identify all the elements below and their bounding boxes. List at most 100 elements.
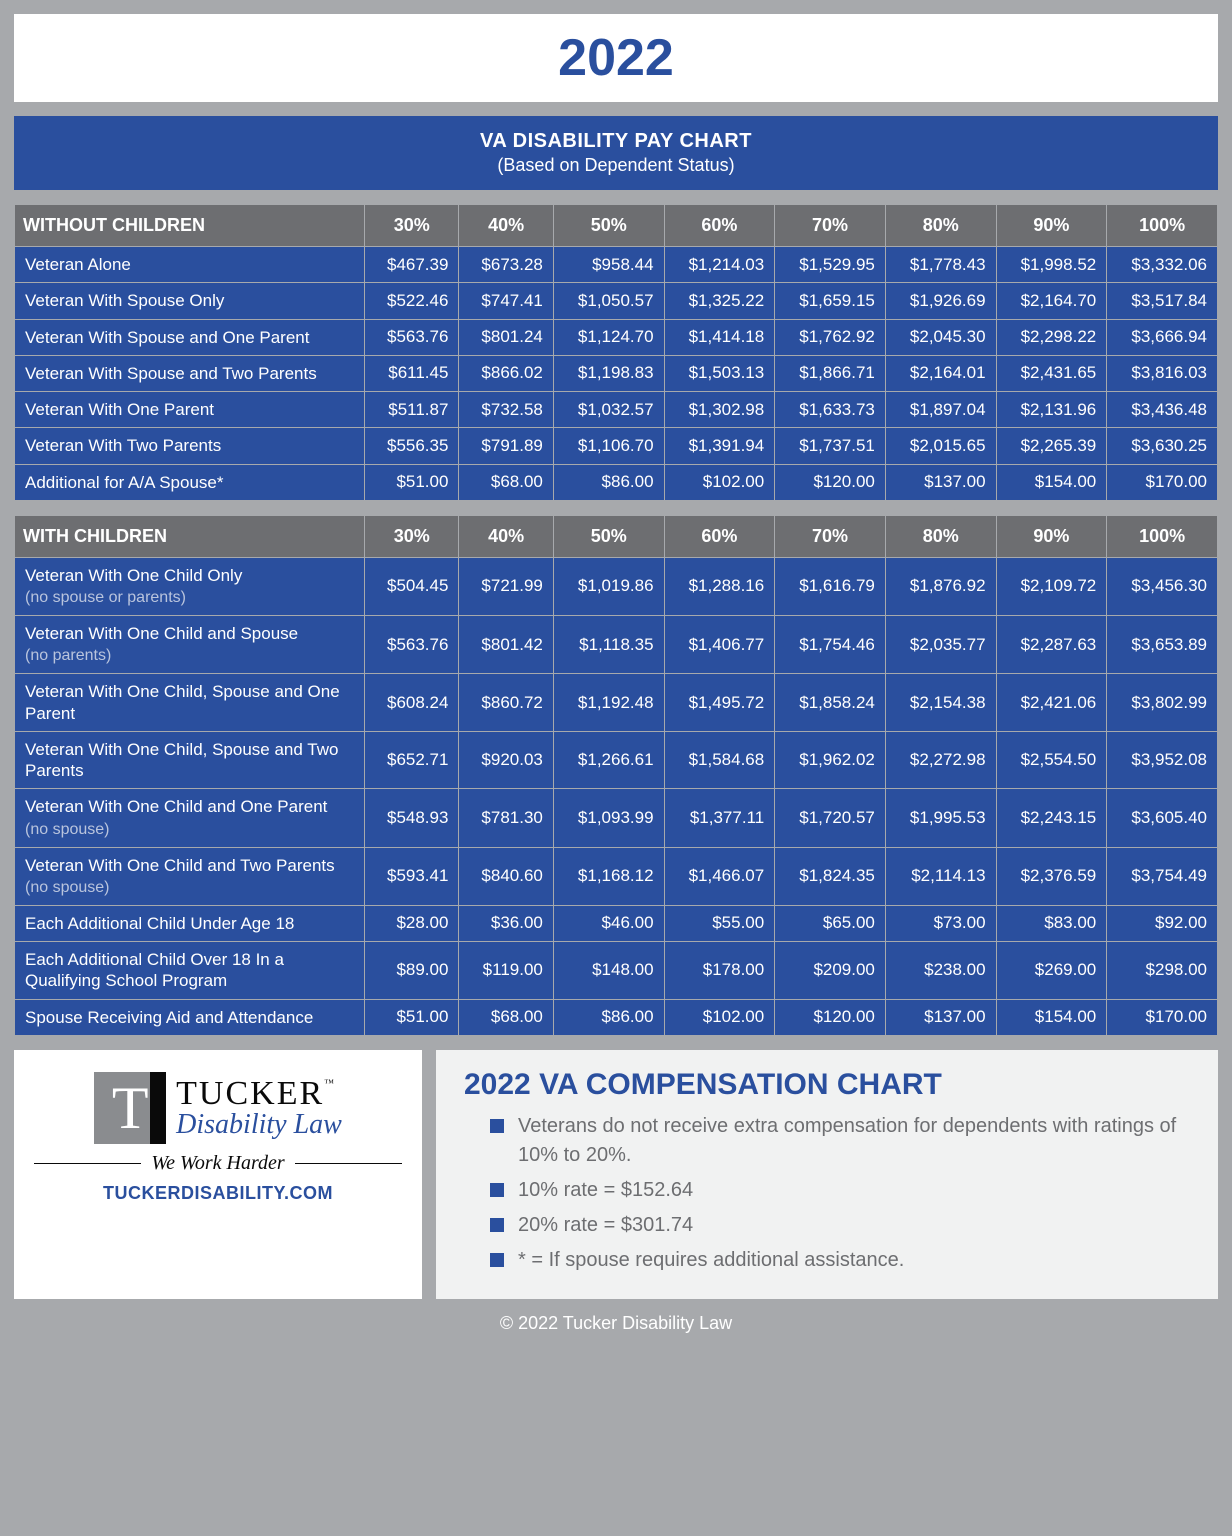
value-cell: $1,824.35 (775, 847, 886, 905)
value-cell: $298.00 (1107, 942, 1218, 1000)
value-cell: $958.44 (553, 247, 664, 283)
table-row: Veteran With Spouse Only$522.46$747.41$1… (15, 283, 1218, 319)
value-cell: $1,106.70 (553, 428, 664, 464)
row-label: Veteran With One Child and Two Parents (… (15, 847, 365, 905)
value-cell: $563.76 (365, 319, 459, 355)
percent-header: 50% (553, 205, 664, 247)
table-row: Veteran Alone$467.39$673.28$958.44$1,214… (15, 247, 1218, 283)
note-text: 20% rate = $301.74 (518, 1211, 693, 1240)
value-cell: $83.00 (996, 905, 1107, 941)
section-heading: WITH CHILDREN (15, 515, 365, 557)
value-cell: $1,466.07 (664, 847, 775, 905)
value-cell: $46.00 (553, 905, 664, 941)
value-cell: $1,198.83 (553, 355, 664, 391)
value-cell: $1,926.69 (885, 283, 996, 319)
value-cell: $68.00 (459, 999, 553, 1035)
value-cell: $73.00 (885, 905, 996, 941)
value-cell: $102.00 (664, 464, 775, 500)
value-cell: $51.00 (365, 464, 459, 500)
table-row: Veteran With Spouse and One Parent$563.7… (15, 319, 1218, 355)
value-cell: $2,298.22 (996, 319, 1107, 355)
value-cell: $504.45 (365, 557, 459, 615)
value-cell: $36.00 (459, 905, 553, 941)
value-cell: $3,816.03 (1107, 355, 1218, 391)
value-cell: $1,391.94 (664, 428, 775, 464)
value-cell: $2,109.72 (996, 557, 1107, 615)
value-cell: $51.00 (365, 999, 459, 1035)
value-cell: $652.71 (365, 731, 459, 789)
notes-box: 2022 VA COMPENSATION CHART Veterans do n… (436, 1050, 1218, 1299)
row-label: Veteran With Spouse Only (15, 283, 365, 319)
value-cell: $2,114.13 (885, 847, 996, 905)
value-cell: $1,302.98 (664, 392, 775, 428)
percent-header: 100% (1107, 515, 1218, 557)
value-cell: $747.41 (459, 283, 553, 319)
logo-tagline: We Work Harder (34, 1152, 402, 1175)
percent-header: 80% (885, 205, 996, 247)
value-cell: $2,154.38 (885, 674, 996, 732)
value-cell: $1,050.57 (553, 283, 664, 319)
value-cell: $86.00 (553, 464, 664, 500)
value-cell: $1,633.73 (775, 392, 886, 428)
value-cell: $1,995.53 (885, 789, 996, 847)
row-label: Additional for A/A Spouse* (15, 464, 365, 500)
value-cell: $511.87 (365, 392, 459, 428)
percent-header: 70% (775, 205, 886, 247)
percent-header: 90% (996, 515, 1107, 557)
value-cell: $2,421.06 (996, 674, 1107, 732)
value-cell: $137.00 (885, 999, 996, 1035)
value-cell: $1,124.70 (553, 319, 664, 355)
note-item: 10% rate = $152.64 (464, 1176, 1190, 1205)
value-cell: $548.93 (365, 789, 459, 847)
value-cell: $3,605.40 (1107, 789, 1218, 847)
table-row: Veteran With One Child and Spouse(no par… (15, 616, 1218, 674)
note-item: * = If spouse requires additional assist… (464, 1246, 1190, 1275)
row-label: Veteran With One Child and Spouse(no par… (15, 616, 365, 674)
value-cell: $3,517.84 (1107, 283, 1218, 319)
table-row: Each Additional Child Over 18 In a Quali… (15, 942, 1218, 1000)
value-cell: $3,456.30 (1107, 557, 1218, 615)
value-cell: $209.00 (775, 942, 886, 1000)
value-cell: $1,659.15 (775, 283, 886, 319)
percent-header: 90% (996, 205, 1107, 247)
value-cell: $2,015.65 (885, 428, 996, 464)
value-cell: $1,962.02 (775, 731, 886, 789)
value-cell: $1,414.18 (664, 319, 775, 355)
value-cell: $1,858.24 (775, 674, 886, 732)
value-cell: $1,616.79 (775, 557, 886, 615)
percent-header: 80% (885, 515, 996, 557)
value-cell: $1,266.61 (553, 731, 664, 789)
note-item: 20% rate = $301.74 (464, 1211, 1190, 1240)
value-cell: $148.00 (553, 942, 664, 1000)
value-cell: $801.24 (459, 319, 553, 355)
value-cell: $1,998.52 (996, 247, 1107, 283)
value-cell: $721.99 (459, 557, 553, 615)
percent-header: 50% (553, 515, 664, 557)
section-heading: WITHOUT CHILDREN (15, 205, 365, 247)
bullet-square-icon (490, 1119, 504, 1133)
percent-header: 30% (365, 205, 459, 247)
row-label: Veteran With Spouse and Two Parents (15, 355, 365, 391)
note-text: 10% rate = $152.64 (518, 1176, 693, 1205)
value-cell: $781.30 (459, 789, 553, 847)
value-cell: $1,214.03 (664, 247, 775, 283)
logo-line2: Disability Law (176, 1111, 342, 1139)
value-cell: $840.60 (459, 847, 553, 905)
value-cell: $120.00 (775, 999, 886, 1035)
value-cell: $522.46 (365, 283, 459, 319)
value-cell: $178.00 (664, 942, 775, 1000)
value-cell: $120.00 (775, 464, 886, 500)
value-cell: $102.00 (664, 999, 775, 1035)
note-item: Veterans do not receive extra compensati… (464, 1112, 1190, 1170)
row-label: Spouse Receiving Aid and Attendance (15, 999, 365, 1035)
value-cell: $68.00 (459, 464, 553, 500)
value-cell: $1,118.35 (553, 616, 664, 674)
table-row: Veteran With One Parent$511.87$732.58$1,… (15, 392, 1218, 428)
value-cell: $1,866.71 (775, 355, 886, 391)
value-cell: $1,288.16 (664, 557, 775, 615)
table-row: Veteran With One Child, Spouse and Two P… (15, 731, 1218, 789)
value-cell: $2,131.96 (996, 392, 1107, 428)
note-text: Veterans do not receive extra compensati… (518, 1112, 1190, 1170)
value-cell: $3,952.08 (1107, 731, 1218, 789)
row-label: Veteran Alone (15, 247, 365, 283)
